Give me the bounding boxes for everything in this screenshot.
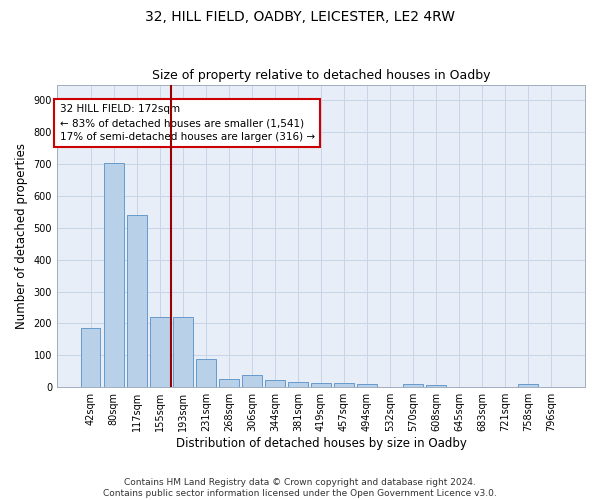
Bar xyxy=(81,328,100,387)
Text: 32 HILL FIELD: 172sqm
← 83% of detached houses are smaller (1,541)
17% of semi-d: 32 HILL FIELD: 172sqm ← 83% of detached … xyxy=(59,104,314,142)
Bar xyxy=(288,382,308,387)
Bar xyxy=(219,378,239,387)
Bar xyxy=(127,215,146,387)
Bar xyxy=(173,317,193,387)
Bar xyxy=(196,358,215,387)
Bar xyxy=(104,162,124,387)
Bar xyxy=(265,380,284,387)
Y-axis label: Number of detached properties: Number of detached properties xyxy=(15,143,28,329)
Bar xyxy=(403,384,423,387)
Bar xyxy=(150,317,170,387)
Bar xyxy=(334,384,354,387)
Bar xyxy=(311,384,331,387)
Bar xyxy=(426,384,446,387)
Bar xyxy=(518,384,538,387)
Text: 32, HILL FIELD, OADBY, LEICESTER, LE2 4RW: 32, HILL FIELD, OADBY, LEICESTER, LE2 4R… xyxy=(145,10,455,24)
Bar xyxy=(357,384,377,387)
Bar xyxy=(242,376,262,387)
Text: Contains HM Land Registry data © Crown copyright and database right 2024.
Contai: Contains HM Land Registry data © Crown c… xyxy=(103,478,497,498)
Title: Size of property relative to detached houses in Oadby: Size of property relative to detached ho… xyxy=(152,69,490,82)
X-axis label: Distribution of detached houses by size in Oadby: Distribution of detached houses by size … xyxy=(176,437,466,450)
